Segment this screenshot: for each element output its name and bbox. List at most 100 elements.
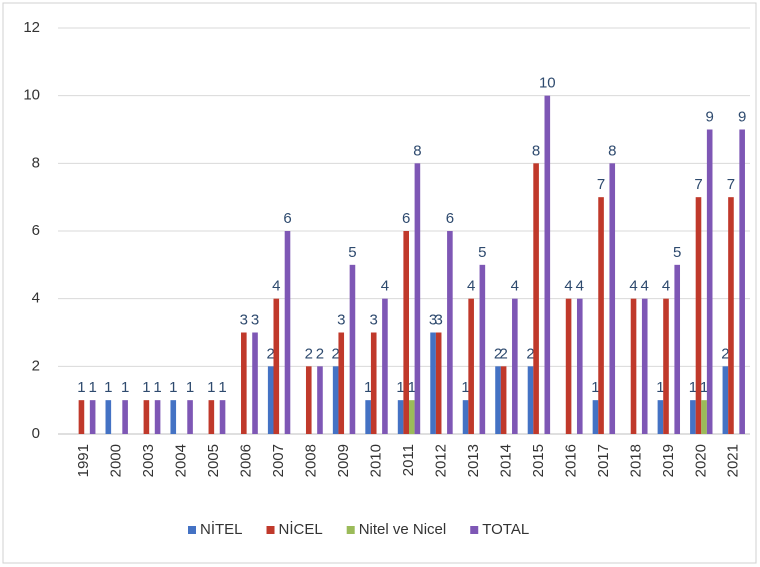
- value-label: 1: [461, 379, 469, 396]
- bar: [663, 298, 669, 434]
- x-tick-label: 2019: [660, 444, 677, 477]
- bar: [609, 163, 616, 435]
- value-label: 3: [251, 311, 259, 328]
- x-tick-label: 2007: [270, 444, 287, 477]
- value-label: 1: [408, 379, 416, 396]
- value-label: 7: [597, 176, 605, 193]
- bar: [370, 332, 377, 434]
- x-tick-label: 2009: [335, 444, 352, 477]
- x-tick-label: 2015: [530, 444, 547, 477]
- y-tick-label: 4: [32, 290, 40, 307]
- x-tick-label: 2012: [432, 444, 449, 477]
- bar: [728, 197, 734, 434]
- bar: [409, 400, 415, 434]
- x-tick-label: 2011: [400, 444, 417, 476]
- bar: [512, 298, 518, 434]
- value-label: 1: [153, 379, 161, 396]
- bar: [89, 400, 96, 434]
- bar: [462, 400, 469, 434]
- value-label: 7: [727, 176, 735, 193]
- value-label: 1: [396, 379, 404, 396]
- bar: [701, 400, 707, 434]
- x-tick-label: 2004: [173, 444, 190, 477]
- bar: [674, 264, 681, 434]
- value-label: 1: [207, 379, 215, 396]
- bar: [397, 400, 404, 434]
- x-tick-label: 2016: [562, 444, 579, 477]
- value-label: 5: [673, 244, 681, 261]
- bar: [187, 400, 193, 434]
- bar: [592, 400, 599, 434]
- y-tick-label: 6: [32, 222, 40, 239]
- value-label: 2: [267, 345, 275, 362]
- bar: [284, 231, 291, 434]
- x-tick-label: 2003: [140, 444, 157, 477]
- bar: [500, 366, 507, 434]
- bar: [690, 400, 696, 434]
- bar: [154, 400, 161, 434]
- bar: [382, 298, 388, 434]
- bar: [695, 197, 702, 434]
- bar: [219, 400, 226, 434]
- value-label: 1: [656, 379, 664, 396]
- value-label: 1: [169, 379, 177, 396]
- value-label: 1: [121, 379, 129, 396]
- value-label: 8: [532, 142, 540, 159]
- value-label: 9: [706, 108, 714, 125]
- value-label: 4: [511, 278, 519, 295]
- y-tick-label: 2: [32, 357, 40, 374]
- bar: [332, 366, 339, 434]
- value-label: 3: [337, 311, 345, 328]
- y-tick-label: 0: [32, 425, 40, 442]
- x-tick-label: 2005: [205, 444, 222, 477]
- bar: [598, 197, 604, 434]
- bar: [495, 366, 501, 434]
- value-label: 4: [381, 278, 389, 295]
- bar: [208, 400, 215, 434]
- value-label: 1: [142, 379, 150, 396]
- value-label: 2: [494, 345, 502, 362]
- value-label: 4: [662, 278, 670, 295]
- value-label: 1: [186, 379, 194, 396]
- legend-swatch: [266, 526, 275, 534]
- bar: [365, 400, 371, 434]
- value-label: 4: [467, 278, 475, 295]
- bar: [706, 129, 713, 434]
- bar: [105, 400, 112, 434]
- value-label: 3: [370, 311, 378, 328]
- value-label: 4: [629, 278, 637, 295]
- x-tick-label: 1991: [75, 444, 92, 477]
- bar: [78, 400, 85, 434]
- legend-label: NİTEL: [200, 520, 243, 538]
- value-label: 1: [88, 379, 96, 396]
- bar: [447, 231, 453, 434]
- value-label: 6: [446, 210, 454, 227]
- bar: [349, 264, 356, 434]
- value-label: 1: [218, 379, 226, 396]
- legend-swatch: [188, 526, 196, 534]
- bar: [241, 332, 247, 434]
- bar: [267, 366, 274, 434]
- value-label: 4: [272, 278, 280, 295]
- y-tick-label: 12: [23, 19, 40, 36]
- bar: [657, 400, 664, 434]
- x-tick-label: 2014: [497, 444, 514, 477]
- bar: [641, 298, 648, 434]
- x-tick-label: 2021: [725, 444, 742, 477]
- bar: [338, 332, 345, 434]
- legend-swatch: [470, 526, 479, 534]
- value-label: 8: [608, 142, 616, 159]
- bar: [170, 400, 177, 434]
- bar: [722, 366, 729, 434]
- bar: [544, 95, 551, 435]
- value-label: 8: [413, 142, 421, 159]
- value-label: 1: [77, 379, 85, 396]
- bar: [414, 163, 421, 435]
- value-label: 3: [435, 311, 443, 328]
- x-tick-label: 2006: [238, 444, 255, 477]
- bar: [122, 400, 128, 434]
- bar: [252, 332, 258, 434]
- value-label: 6: [283, 210, 291, 227]
- legend-label: Nitel ve Nicel: [359, 521, 447, 538]
